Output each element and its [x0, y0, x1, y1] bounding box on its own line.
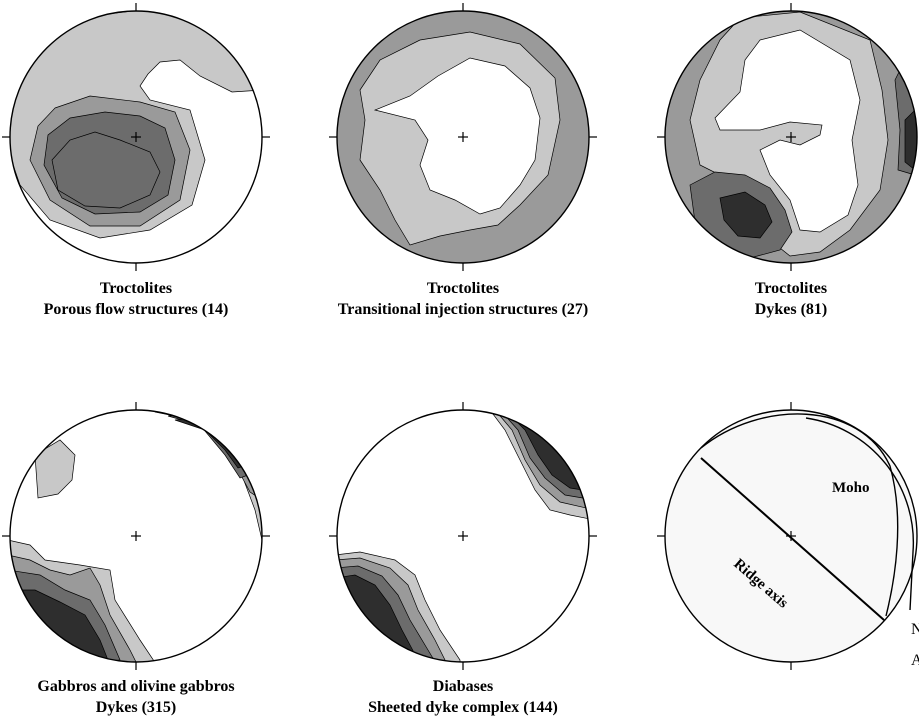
caption-dykes-81: Troctolites Dykes (81): [631, 278, 919, 320]
caption-transitional-injection: Troctolites Transitional injection struc…: [303, 278, 623, 320]
tick-marks: [329, 402, 597, 670]
tick-marks: [329, 3, 597, 271]
moho-label: Moho: [832, 480, 870, 496]
ridge-axis-line: [700, 457, 885, 621]
outer-arc: [805, 417, 915, 611]
stereonet-transitional-injection: [329, 3, 597, 271]
caption-line1: Troctolites: [426, 280, 500, 297]
caption-gabbro-dykes: Gabbros and olivine gabbros Dykes (315): [0, 676, 296, 718]
edge-letter-a: A: [911, 652, 919, 669]
caption-line1: Troctolites: [754, 280, 828, 297]
tick-marks: [2, 402, 270, 670]
caption-line1: Gabbros and olivine gabbros: [37, 678, 235, 695]
caption-porous-flow: Troctolites Porous flow structures (14): [0, 278, 296, 320]
moho-great-circle: [700, 413, 899, 617]
caption-line2: Transitional injection structures (27): [337, 301, 589, 318]
caption-line2: Porous flow structures (14): [43, 301, 229, 318]
contour-level-0: [714, 29, 861, 233]
caption-line2: Sheeted dyke complex (144): [368, 699, 558, 716]
stereonet-dykes-81: [657, 3, 918, 271]
caption-line1: Diabases: [432, 678, 494, 695]
stereonet-gabbro-dykes: [2, 402, 270, 670]
caption-line2: Dykes (81): [754, 301, 828, 318]
caption-sheeted-dyke: Diabases Sheeted dyke complex (144): [303, 676, 623, 718]
tick-marks: [2, 3, 270, 271]
contour-level-4: [719, 191, 773, 239]
edge-letter-n: N: [911, 621, 919, 638]
stereonet-reference: Moho Ridge axis N A: [657, 402, 919, 670]
caption-line2: Dykes (315): [95, 699, 177, 716]
tick-marks: [657, 3, 796, 271]
contour-level-3b: [51, 131, 161, 209]
stereonet-sheeted-dyke: [329, 402, 597, 670]
caption-line1: Troctolites: [99, 280, 173, 297]
stereonet-porous-flow: [2, 3, 270, 271]
contour-level-0: [373, 57, 541, 215]
contour-level-1b: [34, 439, 76, 499]
tick-marks: [657, 402, 796, 670]
